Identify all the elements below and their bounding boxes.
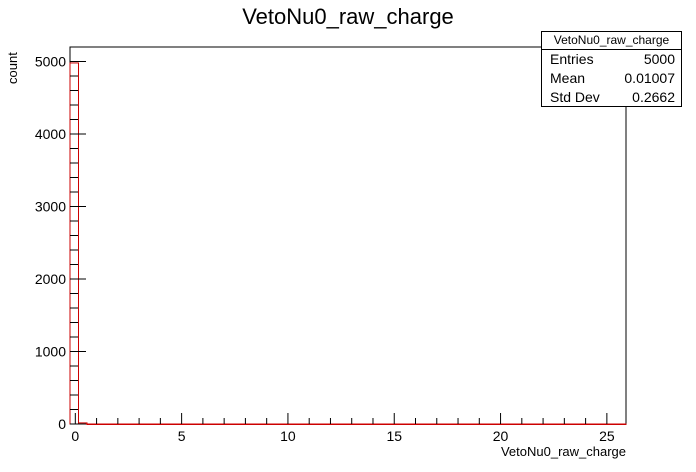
histogram-bin [69, 62, 80, 425]
stats-value: 5000 [643, 51, 675, 67]
x-tick-label: 10 [280, 428, 296, 444]
x-tick-label: 15 [386, 428, 402, 444]
stats-label: Std Dev [550, 89, 600, 105]
x-tick-label: 5 [178, 428, 186, 444]
y-tick-label: 1000 [35, 344, 66, 360]
stats-label: Mean [550, 70, 586, 86]
stats-title: VetoNu0_raw_charge [542, 32, 681, 50]
y-tick-label: 3000 [35, 199, 66, 215]
chart-title: VetoNu0_raw_charge [242, 4, 454, 29]
y-tick-label: 4000 [35, 126, 66, 142]
histogram-bin [86, 423, 627, 425]
stats-value: 0.01007 [624, 70, 675, 86]
x-tick-label: 20 [493, 428, 509, 444]
stats-row-stddev: Std Dev 0.2662 [542, 88, 681, 107]
x-tick-label: 25 [599, 428, 615, 444]
stats-row-mean: Mean 0.01007 [542, 69, 681, 88]
y-tick-label: 5000 [35, 54, 66, 70]
y-axis-label: count [5, 52, 20, 84]
stats-row-entries: Entries 5000 [542, 50, 681, 69]
stats-value: 0.2662 [632, 89, 675, 105]
y-tick-label: 2000 [35, 271, 66, 287]
stats-label: Entries [550, 51, 594, 67]
x-axis-label: VetoNu0_raw_charge [501, 444, 626, 459]
x-tick-label: 0 [71, 428, 79, 444]
stats-box: VetoNu0_raw_charge Entries 5000 Mean 0.0… [541, 31, 682, 107]
y-tick-label: 0 [58, 416, 66, 432]
